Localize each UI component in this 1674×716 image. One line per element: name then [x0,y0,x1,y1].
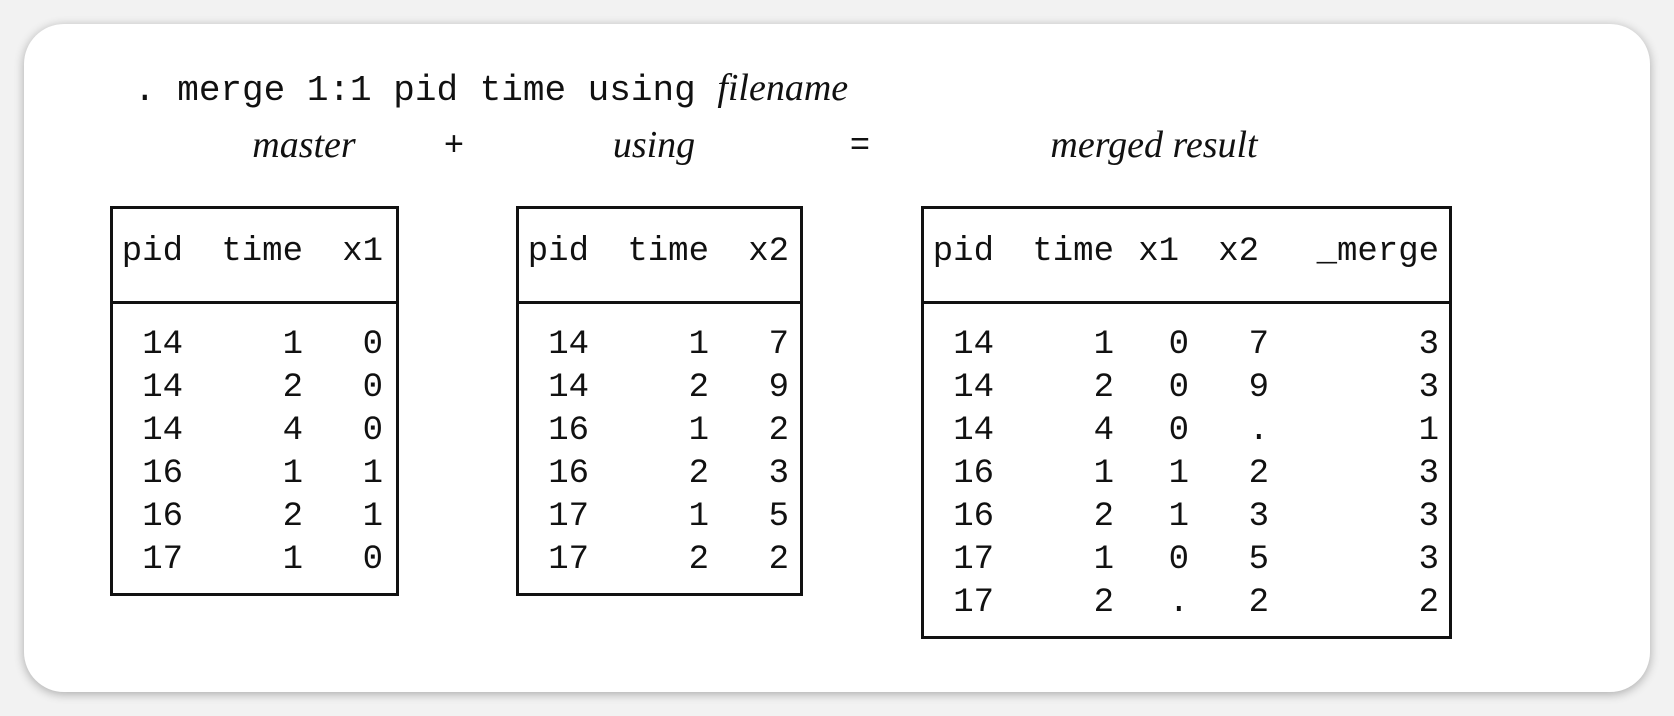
using-cell-r4-x2: 3 [768,455,789,493]
using-cell-r3-time: 1 [688,412,709,450]
merged-cell-r7-x1: . [1168,584,1189,622]
master-cell-r4-pid: 16 [142,455,183,493]
merged-cell-r3-x2: . [1248,412,1269,450]
merged-cell-r1-x2: 7 [1248,326,1269,364]
using-table-header: pid time x2 [519,209,800,304]
plus-sign: + [443,128,465,166]
using-col-header-pid: pid [527,233,589,271]
merged-cell-r4-merge: 3 [1418,455,1439,493]
using-cell-r1-pid: 14 [548,326,589,364]
master-cell-r6-time: 1 [282,541,303,579]
master-cell-r4-x1: 1 [362,455,383,493]
master-cell-r2-pid: 14 [142,369,183,407]
using-cell-r1-x2: 7 [768,326,789,364]
using-cell-r6-x2: 2 [768,541,789,579]
merged-cell-r2-x1: 0 [1168,369,1189,407]
using-cell-r1-time: 1 [688,326,709,364]
merged-cell-r2-x2: 9 [1248,369,1269,407]
command-filename: filename [717,67,849,109]
master-col-header-time: time [221,233,303,271]
using-cell-r3-pid: 16 [548,412,589,450]
master-table: pid time x1 14 1 0 14 2 0 14 4 0 16 1 1 16 2 1 17 1 0 [110,206,399,596]
merged-col-header-x2: x2 [1218,233,1259,271]
merged-table: pid time x1 x2 _merge 14 1 0 7 3 14 2 0 9 3 14 4 0. 1 16 1 1… [921,206,1452,639]
merged-cell-r1-x1: 0 [1168,326,1189,364]
master-cell-r6-x1: 0 [362,541,383,579]
merged-cell-r4-time: 1 [1093,455,1114,493]
merged-cell-r4-x1: 1 [1168,455,1189,493]
merged-col-header-x1: x1 [1138,233,1179,271]
using-col-header-time: time [627,233,709,271]
master-cell-r3-pid: 14 [142,412,183,450]
merged-cell-r4-pid: 16 [953,455,994,493]
merged-cell-r5-time: 2 [1093,498,1114,536]
master-cell-r5-pid: 16 [142,498,183,536]
merged-col-header-pid: pid [932,233,994,271]
merged-cell-r2-merge: 3 [1418,369,1439,407]
master-cell-r2-time: 2 [282,369,303,407]
master-cell-r5-x1: 1 [362,498,383,536]
merged-col-header-merge: _merge [1316,233,1439,271]
using-cell-r3-x2: 2 [768,412,789,450]
merged-table-header: pid time x1 x2 _merge [924,209,1449,304]
merged-cell-r3-pid: 14 [953,412,994,450]
using-cell-r2-time: 2 [688,369,709,407]
master-cell-r5-time: 2 [282,498,303,536]
master-cell-r1-pid: 14 [142,326,183,364]
master-cell-r3-x1: 0 [362,412,383,450]
merged-cell-r7-x2: 2 [1248,584,1269,622]
merged-cell-r3-x1: 0 [1168,412,1189,450]
using-label: using [612,124,696,166]
using-cell-r2-pid: 14 [548,369,589,407]
merged-cell-r2-time: 2 [1093,369,1114,407]
using-cell-r6-pid: 17 [548,541,589,579]
master-cell-r2-x1: 0 [362,369,383,407]
command-prompt: . [134,70,156,111]
merged-cell-r7-merge: 2 [1418,584,1439,622]
merged-col-header-time: time [1032,233,1114,271]
using-col-header-x2: x2 [748,233,789,271]
using-cell-r4-pid: 16 [548,455,589,493]
merged-cell-r5-x1: 1 [1168,498,1189,536]
using-table: pid time x2 14 1 7 14 2 9 16 1 2 16 2 3 17 1 5 17 2 2 [516,206,803,596]
merged-cell-r6-x2: 5 [1248,541,1269,579]
merged-cell-r1-merge: 3 [1418,326,1439,364]
merged-cell-r5-pid: 16 [953,498,994,536]
merged-cell-r1-pid: 14 [953,326,994,364]
using-cell-r5-x2: 5 [768,498,789,536]
master-cell-r6-pid: 17 [142,541,183,579]
master-label: master [252,124,356,166]
merged-cell-r7-pid: 17 [953,584,994,622]
figure-card: . merge 1:1 pid time using filename mast… [24,24,1650,692]
merged-cell-r7-time: 2 [1093,584,1114,622]
merged-cell-r3-time: 4 [1093,412,1114,450]
merged-cell-r4-x2: 2 [1248,455,1269,493]
using-cell-r6-time: 2 [688,541,709,579]
stata-command: . merge 1:1 pid time using filename [134,64,848,115]
merged-cell-r6-time: 1 [1093,541,1114,579]
merged-cell-r6-merge: 3 [1418,541,1439,579]
merged-cell-r3-merge: 1 [1418,412,1439,450]
merged-label: merged result [1050,124,1258,166]
master-cell-r3-time: 4 [282,412,303,450]
master-cell-r1-x1: 0 [362,326,383,364]
using-cell-r4-time: 2 [688,455,709,493]
master-table-header: pid time x1 [113,209,396,304]
master-cell-r1-time: 1 [282,326,303,364]
merged-cell-r5-x2: 3 [1248,498,1269,536]
command-text: merge 1:1 pid time using [177,70,696,111]
master-col-header-pid: pid [121,233,183,271]
master-col-header-x1: x1 [342,233,383,271]
merged-cell-r5-merge: 3 [1418,498,1439,536]
using-cell-r2-x2: 9 [768,369,789,407]
using-cell-r5-time: 1 [688,498,709,536]
merged-cell-r6-pid: 17 [953,541,994,579]
equals-sign: = [849,128,871,166]
using-cell-r5-pid: 17 [548,498,589,536]
merged-cell-r1-time: 1 [1093,326,1114,364]
merged-cell-r6-x1: 0 [1168,541,1189,579]
master-cell-r4-time: 1 [282,455,303,493]
merged-cell-r2-pid: 14 [953,369,994,407]
